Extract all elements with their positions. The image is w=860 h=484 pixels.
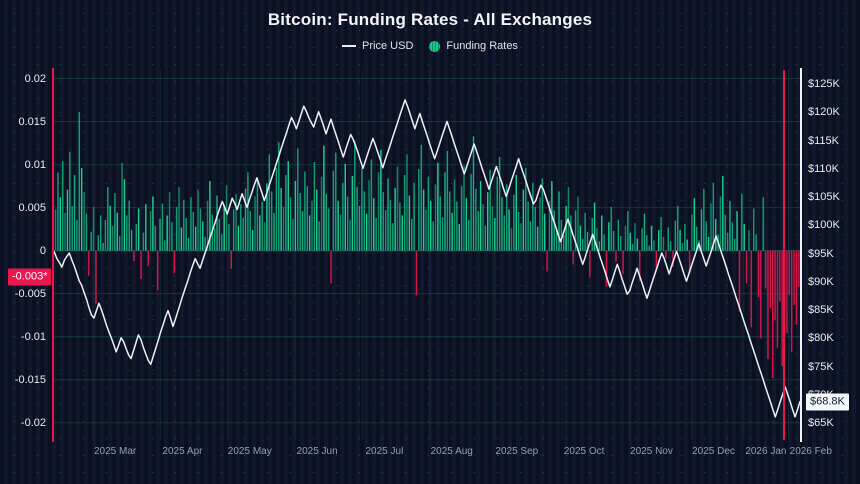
right-axis-tick-label: $115K — [808, 134, 839, 147]
x-axis-tick-label: 2026 Jan — [745, 446, 787, 457]
x-axis-tick-label: 2025 Oct — [563, 446, 605, 457]
left-axis-tick-label: 0.01 — [24, 158, 46, 171]
page-title: Bitcoin: Funding Rates - All Exchanges — [267, 10, 593, 29]
right-axis-tick-label: $100K — [808, 219, 840, 232]
left-axis-tick-label: -0.005 — [14, 287, 46, 300]
x-axis-tick-label: 2025 Nov — [630, 446, 673, 457]
right-axis-tick-label: $125K — [808, 78, 840, 91]
left-axis-tick-label: 0.005 — [18, 201, 46, 214]
right-axis-tick-label: $75K — [808, 360, 834, 373]
x-axis-tick-label: 2025 Apr — [162, 446, 203, 457]
legend-item-funding-rates[interactable]: Funding Rates — [429, 40, 518, 52]
left-axis-ticks: 0.02 0.015 0.01 0.005 0 -0.005 -0.01 -0.015 -0.0… — [0, 0, 46, 484]
left-axis-tick-label: -0.01 — [20, 330, 46, 343]
right-axis-tick-label: $90K — [808, 275, 834, 288]
right-axis-ticks: $125K $120K $115K $110K $105K $100K $95K $90K $8… — [808, 0, 860, 484]
plot-area[interactable] — [52, 70, 800, 440]
x-axis-tick-label: 2026 Feb — [789, 446, 832, 457]
chart-legend: Price USD Funding Rates — [0, 40, 860, 52]
right-axis-tick-label: $65K — [808, 417, 834, 430]
left-axis-tick-label: -0.02 — [20, 416, 46, 429]
crosshair-line — [782, 70, 785, 440]
right-axis-tick-label: $120K — [808, 106, 840, 119]
right-axis-value-badge: $68.8K — [806, 393, 849, 411]
left-axis-tick-label: 0.02 — [24, 72, 46, 85]
x-axis-tick-label: 2025 Mar — [94, 446, 137, 457]
line-marker-icon — [342, 45, 357, 47]
x-axis-tick-label: 2025 Sep — [495, 446, 539, 457]
x-axis-tick-label: 2025 Aug — [430, 446, 473, 457]
x-axis-tick-label: 2025 Dec — [692, 446, 735, 457]
legend-label-funding-rates: Funding Rates — [446, 40, 518, 52]
chart-canvas — [52, 70, 800, 440]
left-axis-tick-label: 0.015 — [18, 115, 46, 128]
right-axis-tick-label: $110K — [808, 162, 839, 175]
right-axis-tick-label: $105K — [808, 191, 840, 204]
legend-item-price-usd[interactable]: Price USD — [342, 40, 413, 52]
x-axis-tick-label: 2025 Jul — [365, 446, 404, 457]
right-axis-tick-label: $95K — [808, 247, 834, 260]
x-axis-tick-label: 2025 May — [227, 446, 272, 457]
left-axis-tick-label: -0.015 — [14, 373, 46, 386]
right-axis-line — [800, 68, 802, 442]
left-axis-tick-label: 0 — [39, 244, 46, 257]
right-axis-tick-label: $85K — [808, 304, 834, 317]
left-axis-value-badge: -0.003* — [8, 268, 52, 285]
right-axis-tick-label: $80K — [808, 332, 834, 345]
x-axis-tick-label: 2025 Jun — [296, 446, 338, 457]
left-axis-line — [52, 68, 54, 442]
legend-label-price-usd: Price USD — [362, 40, 414, 52]
circle-marker-icon — [429, 40, 441, 52]
